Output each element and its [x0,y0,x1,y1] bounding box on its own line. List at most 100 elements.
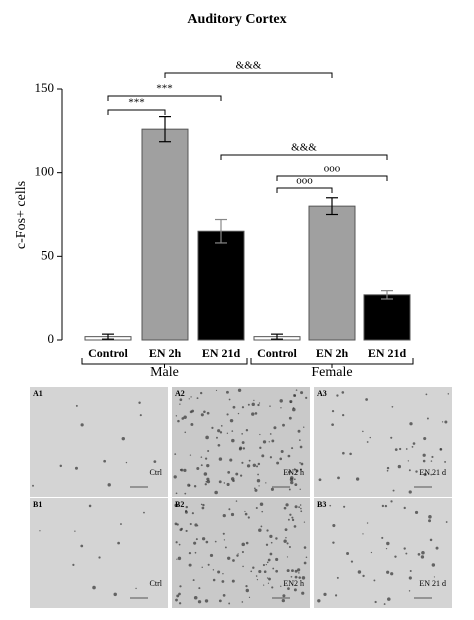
cell-dot [299,488,301,490]
cell-dot [232,559,235,562]
cell-dot [268,577,271,581]
cell-dot [317,599,321,603]
cell-dot [203,410,206,414]
cell-dot [235,500,238,502]
cell-dot [188,398,190,400]
cell-dot [258,528,262,532]
x-tick-label: EN 21d [368,346,407,360]
cell-dot [365,398,368,401]
significance-bracket [164,72,333,78]
cell-dot [226,432,229,434]
cell-dot [362,574,365,578]
cell-dot [265,564,267,566]
cell-dot [290,480,294,485]
cell-dot [421,550,425,555]
cell-dot [245,585,248,588]
cell-dot [176,594,180,598]
micrograph [30,498,168,608]
cell-dot [298,576,301,579]
cell-dot [366,522,369,524]
cell-dot [227,556,231,560]
cell-dot [287,454,291,458]
cell-dot [343,505,346,508]
cell-dot [265,543,269,546]
cell-dot [262,440,267,444]
cell-dot [221,580,225,583]
cell-dot [332,541,335,544]
cell-dot [280,585,282,587]
cell-dot [269,534,273,539]
cell-dot [244,512,248,516]
cell-dot [211,426,214,430]
cell-dot [204,599,209,603]
cell-dot [228,602,231,605]
cell-dot [408,576,412,580]
cell-dot [197,600,202,604]
cell-dot [282,594,286,598]
cell-dot [435,546,439,550]
cell-dot [228,508,231,511]
cell-dot [390,572,394,576]
cell-dot [88,504,92,508]
cell-dot [181,417,185,420]
y-tick-label: 50 [41,247,54,262]
cell-dot [329,504,332,507]
cell-dot [269,433,272,435]
cell-dot [245,429,249,432]
cell-dot [183,468,187,472]
cell-dot [263,570,267,573]
cell-dot [217,570,221,574]
cell-dot [279,457,283,461]
x-tick-label: EN 2h [149,346,182,360]
cell-dot [280,450,284,454]
cell-dot [184,431,187,434]
cell-dot [258,485,260,487]
cell-dot [362,533,364,535]
cell-dot [350,560,354,563]
cell-dot [289,513,292,516]
cell-dot [386,466,390,470]
cell-dot [222,514,226,518]
cell-dot [231,579,235,583]
cell-dot [428,519,432,523]
cell-dot [107,483,111,487]
micrograph [314,498,452,608]
cell-dot [200,464,203,467]
cell-dot [216,436,218,439]
cell-dot [185,509,188,513]
cell-dot [209,553,214,558]
cell-dot [204,483,207,486]
cell-dot [247,516,250,519]
cell-dot [200,456,203,458]
x-tick-label: Control [257,346,297,360]
cell-dot [240,474,243,477]
cell-dot [287,518,290,521]
error-bar [381,290,393,300]
cell-dot [236,554,239,557]
cell-dot [235,472,239,476]
cell-dot [342,414,345,417]
cell-dot [387,597,391,601]
cell-dot [403,506,406,510]
cell-dot [300,391,304,395]
cell-dot [441,421,444,423]
cell-dot [390,500,393,503]
cell-dot [229,418,234,423]
cell-dot [342,451,345,455]
cell-dot [405,552,408,555]
cell-dot [444,420,448,424]
cell-dot [271,439,275,443]
significance-bracket [276,175,388,181]
cell-dot [415,470,418,473]
error-bar [159,116,171,143]
cell-dot [281,598,285,603]
cell-dot [205,435,209,440]
cell-dot [285,503,289,507]
cell-dot [332,523,336,528]
cell-dot [420,555,425,559]
cell-dot [293,525,297,528]
cell-dot [262,563,266,567]
cell-dot [218,480,222,484]
significance-label: *** [156,83,173,95]
